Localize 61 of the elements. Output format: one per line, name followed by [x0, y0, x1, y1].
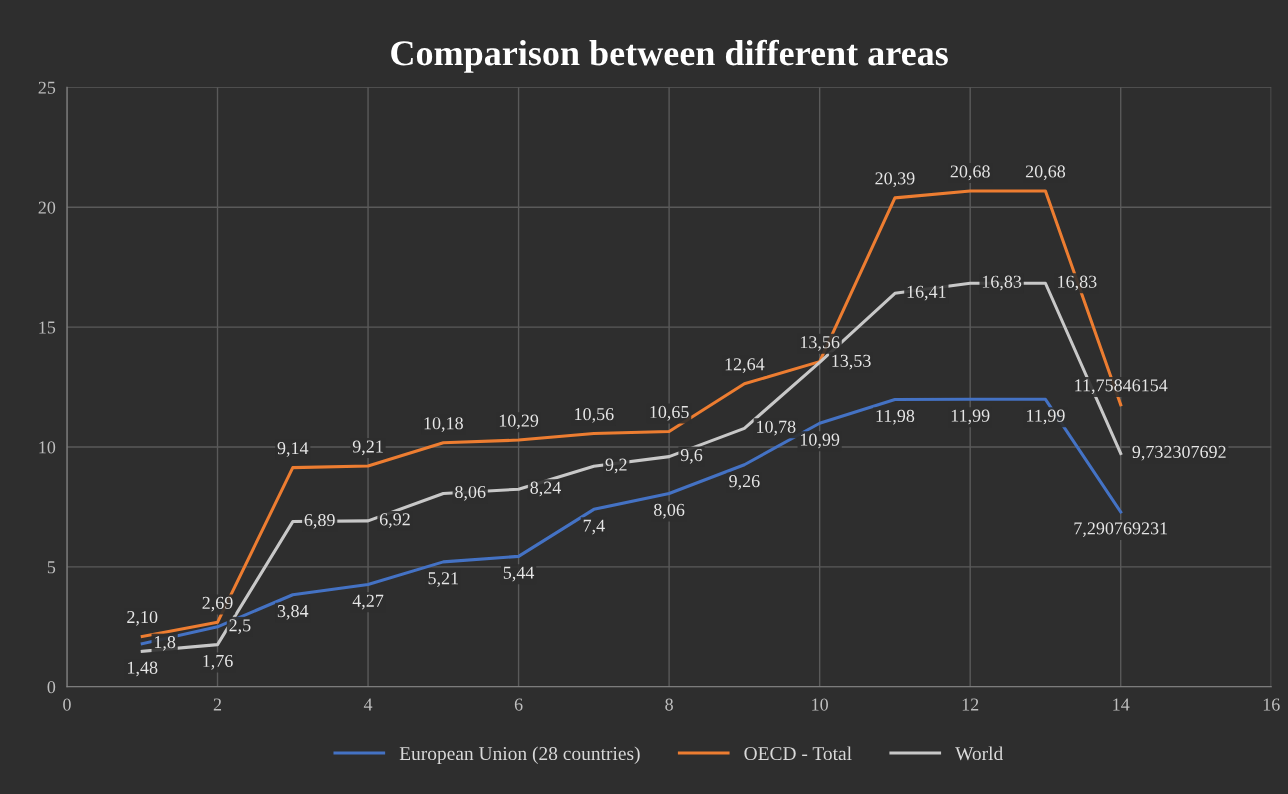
x-tick-label: 14 [1113, 698, 1130, 711]
data-label: 16,83 [1058, 275, 1097, 291]
data-label: 7,290769231 [1074, 522, 1168, 538]
data-label: 2,10 [127, 610, 158, 626]
data-label: 5,44 [503, 566, 535, 582]
data-label: 16,41 [907, 285, 946, 301]
data-label: 12,64 [725, 358, 765, 373]
y-tick-label: 25 [38, 81, 56, 94]
data-label: 10,65 [650, 405, 689, 421]
y-tick-label: 15 [39, 321, 56, 334]
y-tick-label: 0 [47, 681, 56, 694]
data-label: 1,76 [203, 654, 233, 670]
data-label: 9,14 [277, 442, 309, 457]
data-label: 1,48 [128, 661, 158, 677]
data-label: 13,53 [832, 354, 871, 370]
data-label: 11,99 [951, 409, 990, 425]
y-tick-label: 10 [39, 441, 56, 454]
data-label: 10,56 [575, 408, 614, 423]
data-label: 9,6 [680, 449, 703, 464]
x-tick-label: 16 [1263, 698, 1280, 711]
data-label: 11,75846154 [1075, 379, 1168, 395]
x-tick-label: 2 [213, 698, 222, 711]
data-label: 11,99 [1027, 409, 1065, 425]
data-label: 8,24 [530, 481, 562, 497]
data-label: 9,21 [352, 440, 383, 456]
data-label: 6,89 [304, 513, 335, 529]
data-label: 8,06 [455, 485, 486, 501]
x-tick-label: 10 [812, 698, 828, 711]
data-label: 9,732307692 [1132, 445, 1226, 461]
data-label: 5,21 [428, 572, 459, 587]
x-tick-label: 8 [665, 698, 673, 711]
data-label: 8,06 [654, 503, 685, 519]
data-label: 16,83 [982, 275, 1022, 291]
data-label: 10,99 [800, 433, 840, 449]
x-tick-label: 4 [363, 698, 373, 711]
data-label: 1,8 [154, 635, 176, 651]
data-label: 10,29 [499, 414, 539, 430]
y-tick-label: 5 [47, 561, 56, 574]
data-label: 20,39 [875, 172, 915, 188]
data-label: 10,18 [424, 417, 463, 432]
data-label: 20,68 [1025, 165, 1066, 181]
data-label: 3,84 [277, 604, 309, 620]
data-label: 9,2 [605, 458, 627, 474]
data-label: 2,5 [229, 619, 251, 634]
chart-title: Comparison between different areas [391, 39, 948, 73]
legend-label: OECD - Total [744, 746, 852, 761]
data-label: 20,68 [950, 165, 990, 181]
x-tick-label: 12 [962, 698, 979, 711]
data-label: 9,26 [729, 475, 760, 490]
data-label: 11,98 [876, 409, 915, 425]
y-tick-label: 20 [38, 201, 56, 214]
data-label: 2,69 [202, 596, 233, 612]
x-tick-label: 6 [514, 698, 523, 711]
data-label: 4,27 [352, 594, 384, 610]
x-tick-label: 0 [63, 698, 71, 711]
legend-label: World [955, 746, 1003, 761]
data-label: 10,78 [757, 420, 796, 436]
data-label: 6,92 [379, 513, 410, 528]
data-label: 7,4 [583, 519, 605, 535]
legend-label: European Union (28 countries) [399, 746, 640, 765]
data-label: 13,56 [800, 336, 840, 351]
